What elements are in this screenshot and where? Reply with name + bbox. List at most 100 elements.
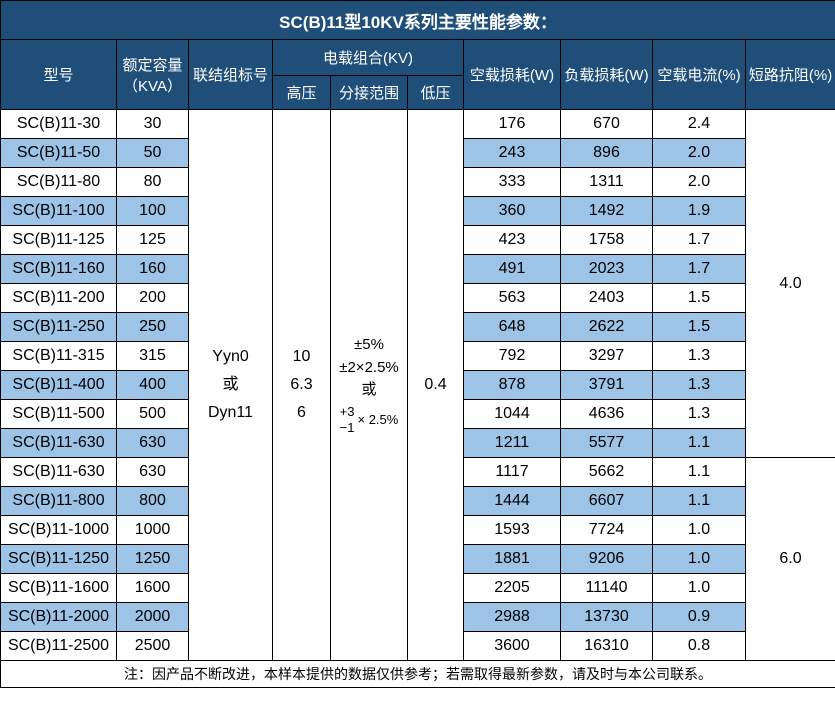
- impedance-cell-top: 4.0: [744, 109, 835, 458]
- capacity-cell: 400: [116, 370, 189, 400]
- capacity-cell: 2500: [116, 631, 189, 661]
- no-load-loss-cell: 3600: [463, 631, 561, 661]
- title-row: SC(B)11型10KV系列主要性能参数：: [0, 0, 835, 40]
- load-loss-cell: 2403: [560, 283, 653, 313]
- model-cell: SC(B)11-630: [0, 428, 117, 458]
- capacity-cell: 50: [116, 138, 189, 168]
- table-row: SC(B)11-630 630 1211 5577 1.1: [0, 428, 835, 458]
- capacity-cell: 630: [116, 457, 189, 487]
- load-loss-cell: 3791: [560, 370, 653, 400]
- tap-line: 或: [361, 381, 377, 398]
- tap-line: ±2×2.5%: [339, 358, 399, 376]
- table-row: SC(B)11-2000 2000 2988 13730 0.9: [0, 602, 835, 632]
- capacity-cell: 800: [116, 486, 189, 516]
- col-header-load-loss: 负载损耗(W): [560, 39, 653, 110]
- no-load-current-cell: 1.9: [652, 196, 746, 226]
- load-loss-cell: 1758: [560, 225, 653, 255]
- tap-line: ±5%: [354, 336, 384, 353]
- load-loss-cell: 1311: [560, 167, 653, 197]
- capacity-cell: 250: [116, 312, 189, 342]
- capacity-cell: 2000: [116, 602, 189, 632]
- load-loss-cell: 9206: [560, 544, 653, 574]
- model-cell: SC(B)11-1250: [0, 544, 117, 574]
- col-header-capacity: 额定容量 （KVA）: [116, 39, 189, 110]
- no-load-loss-cell: 1211: [463, 428, 561, 458]
- no-load-loss-cell: 423: [463, 225, 561, 255]
- no-load-loss-cell: 176: [463, 109, 561, 139]
- no-load-current-cell: 1.0: [652, 544, 746, 574]
- model-cell: SC(B)11-160: [0, 254, 117, 284]
- no-load-current-cell: 2.0: [652, 167, 746, 197]
- table-row: SC(B)11-30 30 Yyn0 或 Dyn11 10 6.3 6 ±5% …: [0, 109, 835, 661]
- model-cell: SC(B)11-2500: [0, 631, 117, 661]
- no-load-loss-cell: 360: [463, 196, 561, 226]
- no-load-current-cell: 1.5: [652, 312, 746, 342]
- table-row: SC(B)11-1000 1000 1593 7724 1.0: [0, 515, 835, 545]
- no-load-loss-cell: 1117: [463, 457, 561, 487]
- connection-line: Yyn0: [212, 348, 249, 365]
- tap-fraction-top: +3: [339, 403, 355, 419]
- table-row: SC(B)11-160 160 491 2023 1.7: [0, 254, 835, 284]
- table-row: SC(B)11-100 100 360 1492 1.9: [0, 196, 835, 226]
- col-header-hv: 高压: [272, 75, 331, 110]
- load-loss-cell: 5662: [560, 457, 653, 487]
- capacity-cell: 315: [116, 341, 189, 371]
- col-header-lv: 低压: [407, 75, 464, 110]
- model-cell: SC(B)11-1000: [0, 515, 117, 545]
- capacity-cell: 160: [116, 254, 189, 284]
- no-load-current-cell: 1.0: [652, 515, 746, 545]
- capacity-cell: 1250: [116, 544, 189, 574]
- load-loss-cell: 2622: [560, 312, 653, 342]
- no-load-current-cell: 1.1: [652, 428, 746, 458]
- table-row: SC(B)11-125 125 423 1758 1.7: [0, 225, 835, 255]
- no-load-current-cell: 1.5: [652, 283, 746, 313]
- model-cell: SC(B)11-800: [0, 486, 117, 516]
- no-load-current-cell: 2.0: [652, 138, 746, 168]
- tap-fraction-suffix: × 2.5%: [357, 412, 399, 428]
- no-load-loss-cell: 1044: [463, 399, 561, 429]
- capacity-cell: 500: [116, 399, 189, 429]
- load-loss-cell: 3297: [560, 341, 653, 371]
- no-load-loss-cell: 1881: [463, 544, 561, 574]
- header-row-1: 型号 额定容量 （KVA） 联结组标号 电载组合(KV) 空载损耗(W) 负载损…: [0, 39, 835, 110]
- spec-table: SC(B)11型10KV系列主要性能参数： 型号 额定容量 （KVA） 联结组标…: [0, 0, 835, 688]
- table-row: SC(B)11-1250 1250 1881 9206 1.0: [0, 544, 835, 574]
- no-load-current-cell: 1.3: [652, 399, 746, 429]
- model-cell: SC(B)11-250: [0, 312, 117, 342]
- no-load-current-cell: 1.3: [652, 370, 746, 400]
- hv-line: 10: [292, 348, 311, 365]
- capacity-cell: 30: [116, 109, 189, 139]
- tap-fraction: +3 −1 × 2.5%: [333, 404, 405, 437]
- hv-line: 6: [297, 404, 306, 421]
- col-header-model: 型号: [0, 39, 117, 110]
- load-loss-cell: 4636: [560, 399, 653, 429]
- load-loss-cell: 6607: [560, 486, 653, 516]
- hv-cell: 10 6.3 6: [272, 109, 331, 661]
- load-loss-cell: 16310: [560, 631, 653, 661]
- model-cell: SC(B)11-630: [0, 457, 117, 487]
- load-loss-cell: 5577: [560, 428, 653, 458]
- no-load-current-cell: 0.9: [652, 602, 746, 632]
- table-row: SC(B)11-800 800 1444 6607 1.1: [0, 486, 835, 516]
- col-header-impedance: 短路抗阻(%): [744, 39, 835, 110]
- no-load-loss-cell: 648: [463, 312, 561, 342]
- capacity-cell: 80: [116, 167, 189, 197]
- no-load-loss-cell: 333: [463, 167, 561, 197]
- model-cell: SC(B)11-400: [0, 370, 117, 400]
- table-row: SC(B)11-200 200 563 2403 1.5: [0, 283, 835, 313]
- table-row: SC(B)11-80 80 333 1311 2.0: [0, 167, 835, 197]
- no-load-current-cell: 1.3: [652, 341, 746, 371]
- no-load-loss-cell: 1593: [463, 515, 561, 545]
- capacity-cell: 630: [116, 428, 189, 458]
- load-loss-cell: 2023: [560, 254, 653, 284]
- no-load-loss-cell: 2205: [463, 573, 561, 603]
- no-load-current-cell: 1.0: [652, 573, 746, 603]
- no-load-current-cell: 1.1: [652, 457, 746, 487]
- hv-line: 6.3: [290, 376, 313, 393]
- model-cell: SC(B)11-100: [0, 196, 117, 226]
- no-load-current-cell: 1.1: [652, 486, 746, 516]
- model-cell: SC(B)11-125: [0, 225, 117, 255]
- load-loss-cell: 7724: [560, 515, 653, 545]
- table-note: 注：因产品不断改进，本样本提供的数据仅供参考；若需取得最新参数，请及时与本公司联…: [0, 660, 835, 688]
